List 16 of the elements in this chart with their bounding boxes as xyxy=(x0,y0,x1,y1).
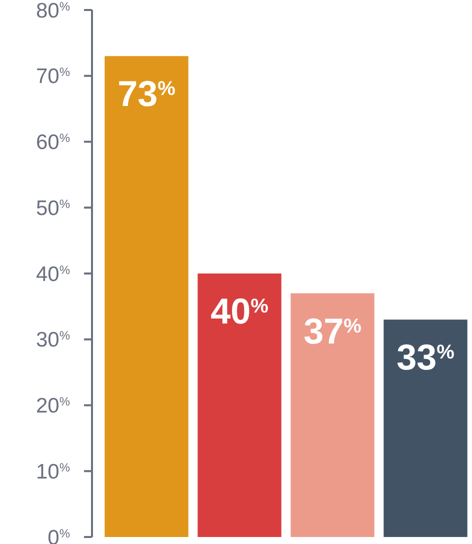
data-label: 33$^{%}$ xyxy=(396,336,455,378)
bar xyxy=(104,56,188,537)
y-tick-label: 10$^{%}$ xyxy=(36,460,70,484)
data-label: 73$^{%}$ xyxy=(118,73,176,114)
y-tick-label: 50$^{%}$ xyxy=(36,196,70,220)
data-label: 40$^{%}$ xyxy=(210,290,269,332)
y-tick-label: 20$^{%}$ xyxy=(36,394,70,418)
y-tick-label: 40$^{%}$ xyxy=(36,262,70,286)
y-tick-label: 80$^{%}$ xyxy=(36,0,70,22)
y-tick-label: 60$^{%}$ xyxy=(36,131,70,154)
data-label: 37$^{%}$ xyxy=(304,310,362,352)
bar xyxy=(384,320,468,537)
y-tick-label: 70$^{%}$ xyxy=(36,65,70,88)
y-tick-label: 30$^{%}$ xyxy=(36,328,70,352)
bar xyxy=(290,293,374,537)
bar xyxy=(198,274,282,537)
